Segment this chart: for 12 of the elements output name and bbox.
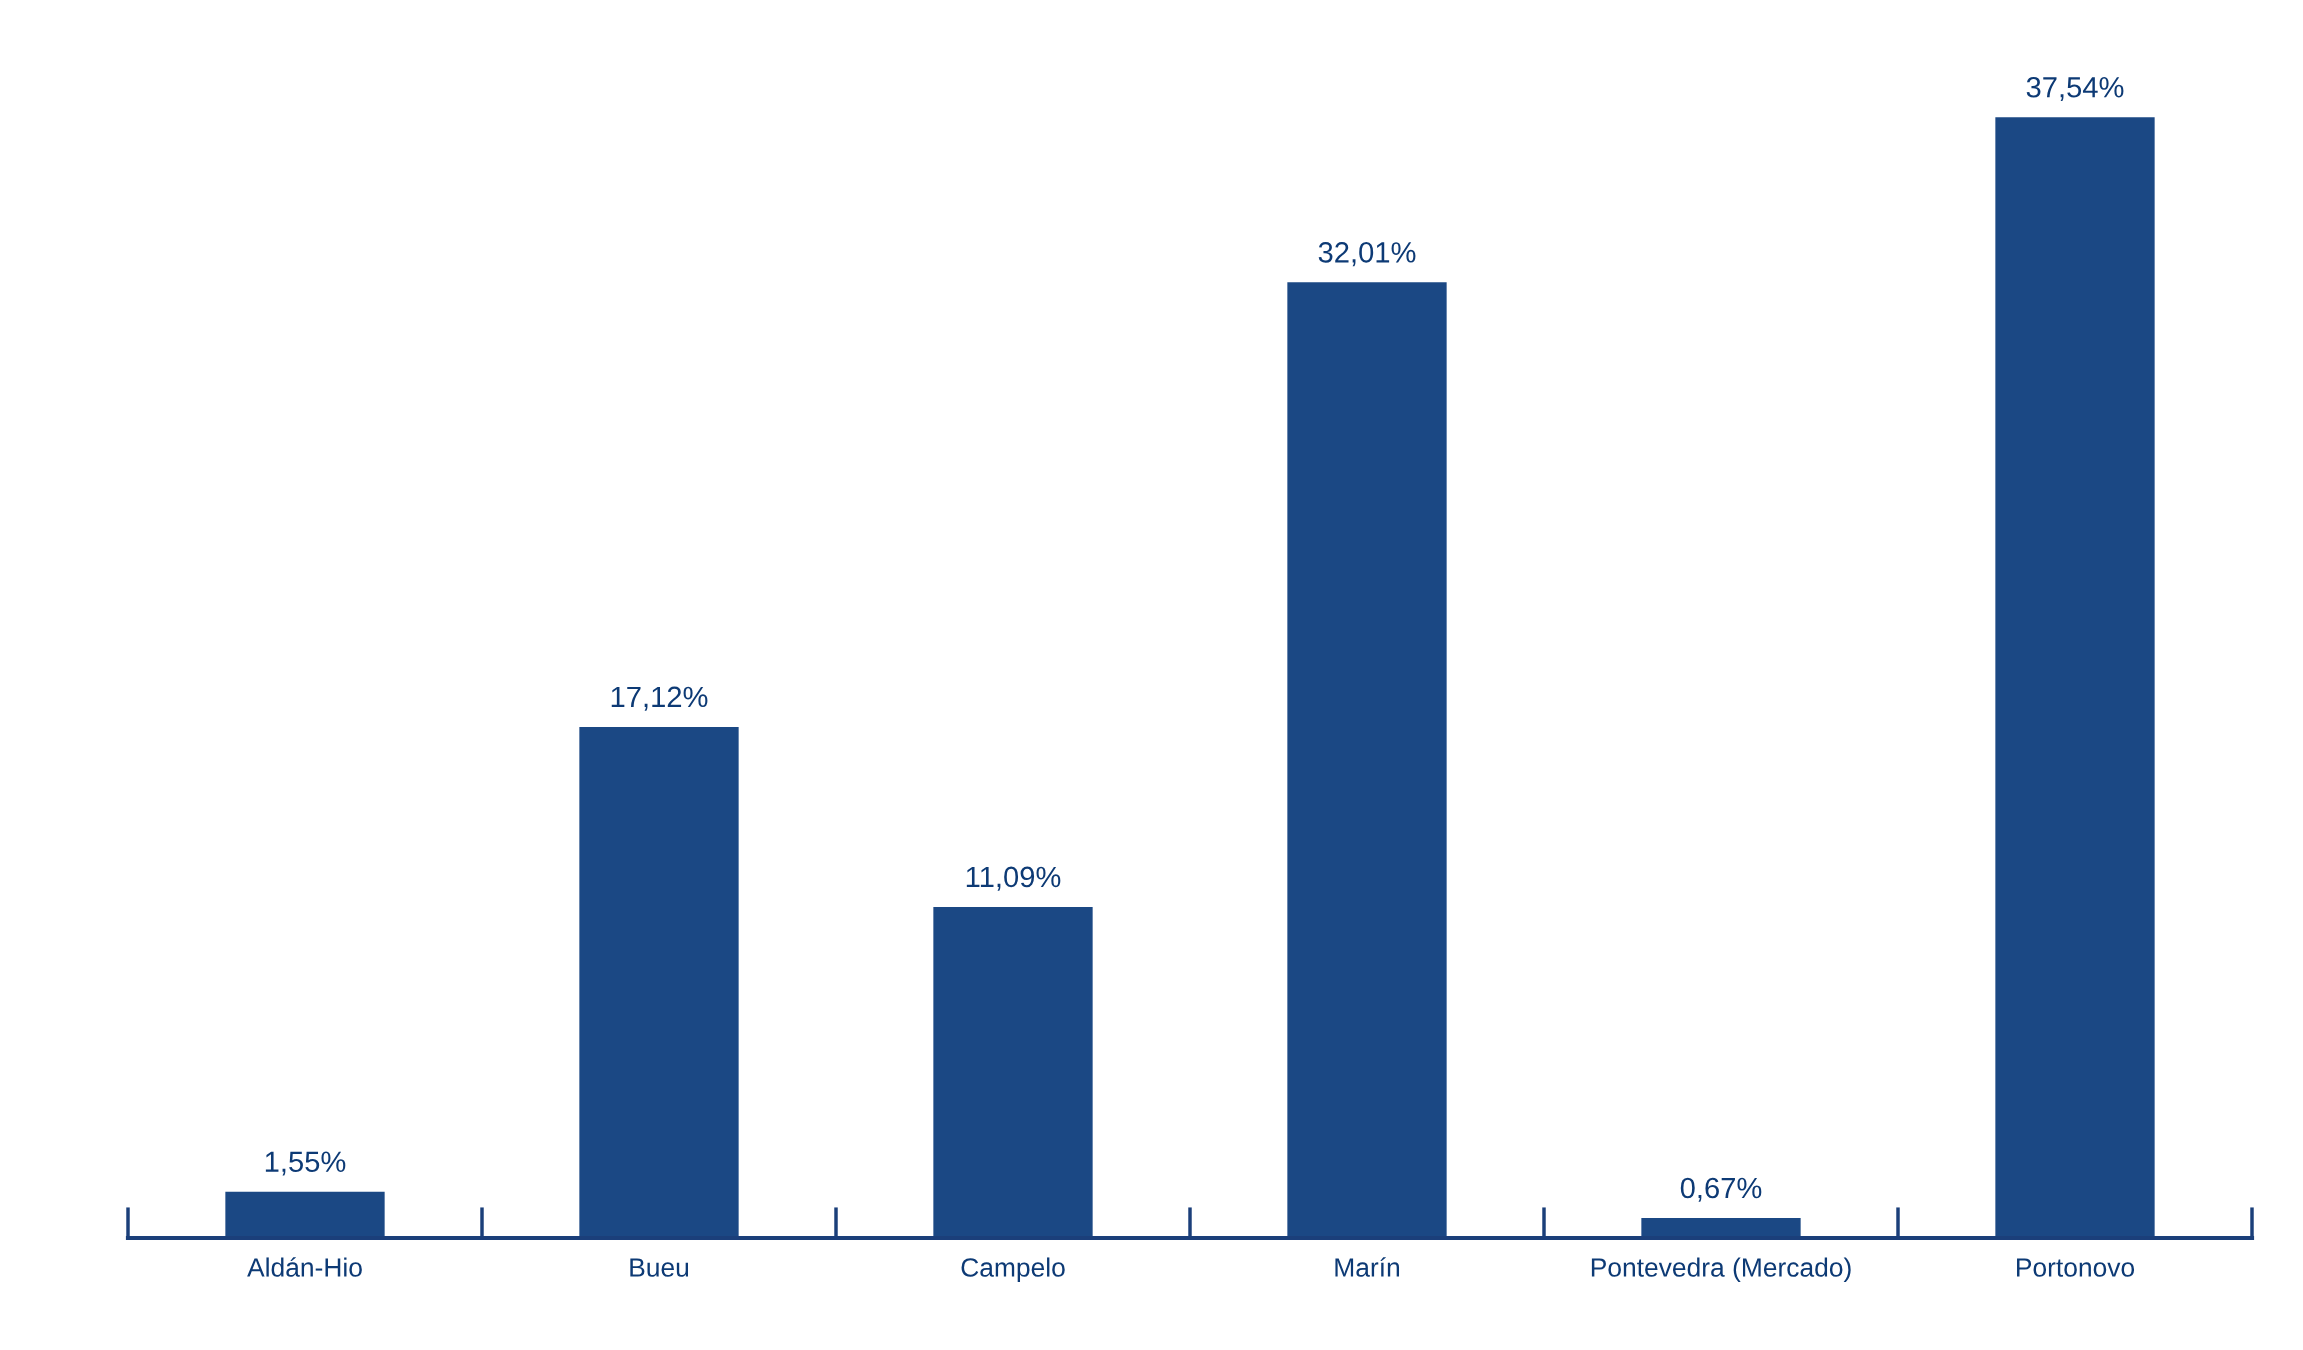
x-tick-label: Aldán-Hio — [247, 1257, 362, 1277]
data-label: 17,12% — [611, 686, 708, 711]
x-tick-label: Portonovo — [2017, 1258, 2135, 1277]
x-tick-label: Bueu — [630, 1258, 689, 1277]
data-label: 37,54% — [2026, 76, 2124, 102]
data-label: 1,55% — [265, 1151, 346, 1176]
data-label: 0,67% — [1680, 1177, 1762, 1202]
data-label: 32,01% — [1318, 242, 1416, 267]
data-label: 11,09% — [966, 866, 1061, 891]
x-tick-label: Marín — [1335, 1257, 1400, 1277]
x-tick-label: Pontevedra (Mercado) — [1591, 1257, 1851, 1283]
x-tick-label: Campelo — [961, 1257, 1065, 1283]
